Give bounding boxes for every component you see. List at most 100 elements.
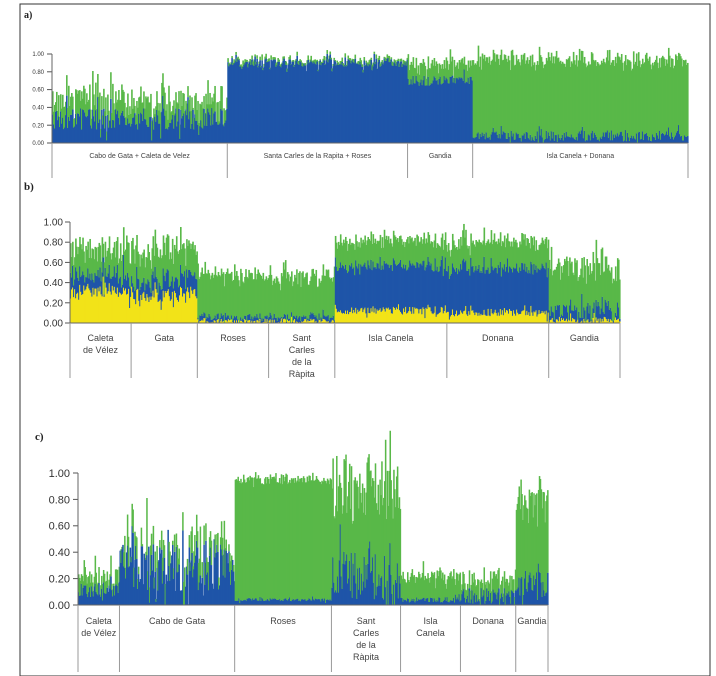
bar-segment-yellow xyxy=(119,293,122,323)
bar-segment-yellow xyxy=(353,309,355,323)
bar-segment-blue xyxy=(98,122,100,143)
bar-segment-blue xyxy=(82,109,84,143)
bar-segment-blue xyxy=(129,286,131,308)
bar-segment-green xyxy=(407,54,410,79)
bar-segment-green xyxy=(85,574,87,586)
bar-segment-green xyxy=(332,64,335,67)
bar-segment-green xyxy=(236,271,238,316)
bar-segment-green xyxy=(279,483,282,601)
bar-segment-green xyxy=(441,64,444,84)
bar-segment-yellow xyxy=(395,307,398,323)
bar-segment-green xyxy=(229,553,231,572)
bar-segment-green xyxy=(412,242,414,264)
y-tick-label: 0.80 xyxy=(49,494,70,506)
bar-segment-green xyxy=(192,566,194,578)
bar-segment-blue xyxy=(219,585,221,605)
group-bars xyxy=(119,498,236,605)
bar-segment-green xyxy=(327,480,330,600)
bar-segment-blue xyxy=(489,272,492,317)
bar-segment-green xyxy=(183,243,185,277)
bar-segment-yellow xyxy=(613,320,616,323)
bar-segment-green xyxy=(140,527,143,547)
bar-segment-blue xyxy=(330,59,333,144)
bar-segment-green xyxy=(136,537,138,560)
bar-segment-green xyxy=(107,94,109,115)
bar-segment-blue xyxy=(142,282,144,294)
bar-segment-blue xyxy=(199,315,201,322)
bar-segment-blue xyxy=(94,273,97,289)
bar-segment-blue xyxy=(198,582,201,605)
bar-segment-blue xyxy=(78,592,80,605)
bar-segment-blue xyxy=(166,581,168,605)
bar-segment-blue xyxy=(191,275,193,291)
bar-segment-yellow xyxy=(360,308,362,323)
bar-segment-blue xyxy=(316,318,319,323)
bar-segment-yellow xyxy=(216,319,219,323)
bar-segment-blue xyxy=(442,276,445,314)
bar-segment-green xyxy=(113,586,116,596)
bar-segment-blue xyxy=(231,321,234,323)
bar-segment-blue xyxy=(266,600,268,605)
bar-segment-blue xyxy=(503,132,506,143)
bar-segment-yellow xyxy=(583,318,585,323)
bar-segment-blue xyxy=(295,317,297,323)
bar-segment-blue xyxy=(671,136,674,143)
bar-segment-blue xyxy=(603,136,606,143)
bar-segment-blue xyxy=(217,313,220,320)
bar-segment-green xyxy=(336,248,339,271)
bar-segment-blue xyxy=(587,302,590,320)
bar-segment-blue xyxy=(278,599,281,605)
bar-segment-blue xyxy=(112,119,114,143)
bar-segment-blue xyxy=(438,79,441,143)
bar-segment-green xyxy=(206,273,209,317)
bar-segment-yellow xyxy=(355,307,357,323)
bar-segment-blue xyxy=(370,259,373,309)
bar-segment-yellow xyxy=(572,318,574,323)
bar-segment-green xyxy=(190,531,192,561)
bar-segment-yellow xyxy=(469,314,471,323)
bar-segment-blue xyxy=(195,540,198,605)
bar-segment-yellow xyxy=(90,292,92,323)
bar-segment-blue xyxy=(413,83,416,143)
bar-segment-green xyxy=(78,246,80,281)
bar-segment-green xyxy=(612,278,615,321)
bar-segment-blue xyxy=(574,139,577,143)
bar-segment-blue xyxy=(212,318,215,323)
bar-segment-blue xyxy=(655,132,658,143)
bar-segment-blue xyxy=(163,108,165,143)
bar-segment-green xyxy=(531,237,534,265)
bar-segment-blue xyxy=(513,267,515,311)
bar-segment-green xyxy=(593,61,596,133)
bar-segment-green xyxy=(468,67,471,84)
bar-segment-blue xyxy=(197,590,200,605)
bar-segment-blue xyxy=(494,132,497,143)
bar-segment-green xyxy=(385,58,388,61)
bar-segment-blue xyxy=(94,583,97,605)
bar-segment-yellow xyxy=(611,321,614,323)
bar-segment-blue xyxy=(160,553,162,605)
bar-segment-green xyxy=(285,61,287,66)
bar-segment-green xyxy=(185,100,187,110)
bar-segment-blue xyxy=(349,60,352,143)
bar-segment-green xyxy=(536,249,539,273)
bar-segment-blue xyxy=(642,140,645,143)
bar-segment-blue xyxy=(289,59,291,143)
bar-segment-green xyxy=(291,271,293,313)
bar-segment-blue xyxy=(171,276,174,292)
bar-segment-green xyxy=(172,568,175,579)
bar-segment-blue xyxy=(337,270,340,312)
bar-segment-blue xyxy=(77,113,79,143)
bar-segment-blue xyxy=(331,587,333,605)
bar-segment-yellow xyxy=(149,296,152,323)
bar-segment-green xyxy=(683,60,686,136)
bar-segment-yellow xyxy=(571,321,573,323)
bar-segment-yellow xyxy=(374,308,377,323)
bar-segment-blue xyxy=(602,132,605,143)
bar-segment-green xyxy=(59,117,61,128)
bar-segment-yellow xyxy=(117,296,120,323)
bar-segment-blue xyxy=(196,120,198,143)
bar-segment-yellow xyxy=(451,309,454,323)
bar-segment-yellow xyxy=(485,315,488,323)
bar-segment-blue xyxy=(248,597,251,605)
bar-segment-green xyxy=(474,246,476,271)
